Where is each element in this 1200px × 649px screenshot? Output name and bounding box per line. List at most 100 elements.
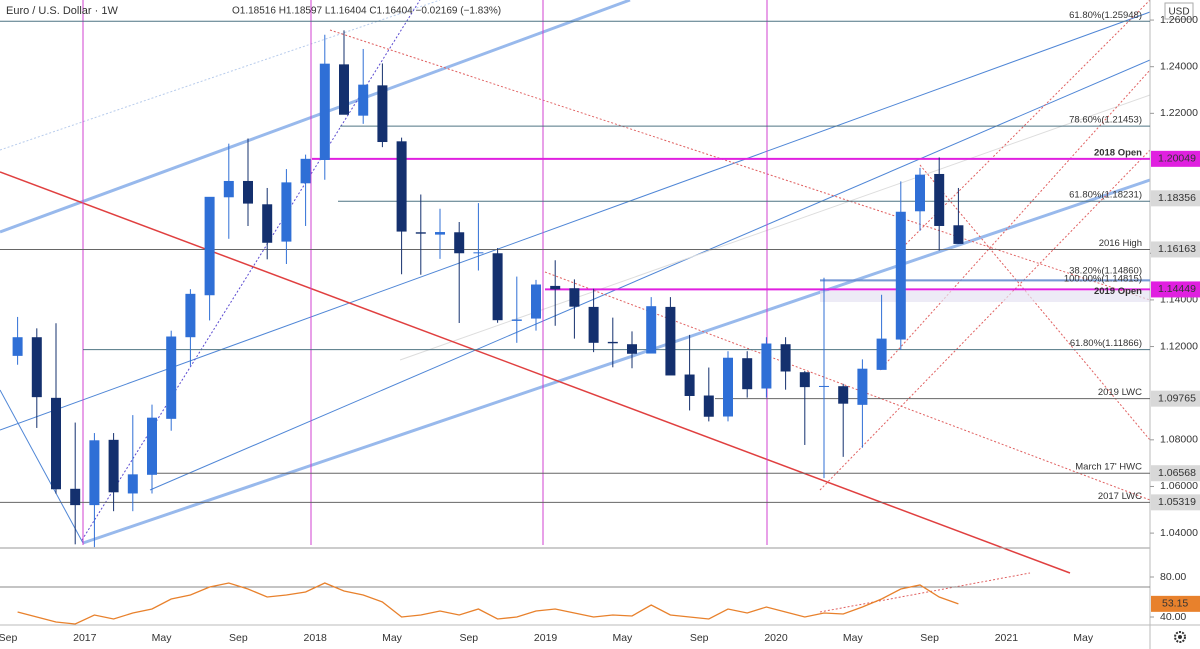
level-label: 2019 LWC	[1098, 387, 1142, 398]
candle-body	[550, 285, 561, 290]
candle-body	[588, 306, 599, 343]
x-tick-label: 2020	[764, 632, 788, 644]
price-box	[1151, 465, 1200, 482]
level-label: 2019 Open	[1094, 286, 1142, 297]
candle-body	[31, 337, 42, 398]
price-box-label: 1.06568	[1158, 467, 1196, 479]
candle-body	[915, 174, 925, 212]
candle-body	[838, 386, 849, 404]
y-tick-label: 1.12000	[1160, 340, 1198, 352]
y-tick-label: 1.08000	[1160, 434, 1198, 446]
currency: USD	[1168, 7, 1189, 18]
candle-body	[761, 343, 772, 389]
level-label: 100.00%(1.14815)	[1064, 273, 1142, 284]
candle-body	[627, 344, 637, 354]
candle-body	[415, 232, 426, 234]
candle-body	[857, 368, 868, 405]
candle-body	[953, 225, 964, 244]
x-tick-label: 2018	[304, 632, 328, 644]
candle-body	[454, 232, 465, 254]
candle-body	[531, 284, 541, 319]
candle-body	[396, 141, 407, 232]
y-tick-label: 1.06000	[1160, 480, 1198, 492]
candle-body	[89, 440, 100, 506]
price-box-label: 1.18356	[1158, 192, 1196, 204]
y-tick-label: 1.04000	[1160, 527, 1198, 539]
candle-body	[511, 319, 522, 321]
rsi-last-box	[1151, 595, 1200, 612]
candle-body	[70, 488, 81, 506]
level-label: 61.80%(1.18231)	[1069, 190, 1142, 201]
rsi-last-label: 53.15	[1162, 598, 1188, 610]
candle-body	[607, 341, 618, 344]
rsi-line	[17, 582, 959, 625]
price-box-label: 1.09765	[1158, 392, 1196, 404]
candle-body	[358, 84, 369, 116]
candle-body	[147, 417, 157, 475]
x-tick-label: 2021	[995, 632, 1019, 644]
candle-body	[51, 397, 61, 490]
trendlines	[0, 0, 1151, 613]
x-tick-label: Sep	[0, 632, 17, 644]
level-label: March 17' HWC	[1075, 462, 1142, 473]
level-label: 2017 LWC	[1098, 491, 1142, 502]
currency-box	[1164, 2, 1194, 20]
candle-body	[569, 288, 580, 307]
x-tick-label: Sep	[459, 632, 478, 644]
x-tick-label: May	[382, 632, 403, 644]
y-tick-label: 1.22000	[1160, 107, 1198, 119]
candle-body	[876, 338, 887, 370]
x-tick-label: Sep	[229, 632, 248, 644]
price-box-label: 1.05319	[1158, 496, 1196, 508]
candle-body	[799, 372, 810, 388]
y-tick-label: 1.26000	[1160, 14, 1198, 26]
candle-body	[185, 293, 196, 338]
candle-body	[262, 204, 273, 243]
price-box-label: 1.20049	[1158, 153, 1196, 165]
candle-body	[492, 253, 503, 321]
level-label: 38.20%(1.14860)	[1069, 265, 1142, 276]
rsi-tick-label: 80.00	[1160, 571, 1186, 583]
price-box	[1151, 281, 1200, 298]
candle-body	[281, 182, 292, 242]
candle-body	[166, 336, 177, 419]
candle-body	[703, 395, 714, 417]
level-label: 61.80%(1.25948)	[1069, 10, 1142, 21]
y-tick-label: 1.24000	[1160, 60, 1198, 72]
price-box	[1151, 241, 1200, 258]
price-box	[1151, 390, 1200, 407]
symbol: Euro / U.S. Dollar · 1W	[6, 5, 118, 17]
candle-body	[780, 344, 791, 372]
candle-body	[223, 180, 234, 198]
candle-body	[684, 374, 695, 396]
settings-icon[interactable]	[1174, 631, 1186, 643]
price-box-label: 1.14449	[1158, 283, 1196, 295]
x-tick-label: May	[843, 632, 864, 644]
x-tick-label: May	[152, 632, 173, 644]
price-box	[1151, 190, 1200, 207]
candle-body	[435, 232, 445, 235]
candle-body	[742, 358, 753, 390]
candle-body	[473, 252, 484, 254]
candle-body	[12, 337, 23, 356]
candle-body	[339, 64, 349, 115]
price-box-label: 1.16163	[1158, 243, 1196, 255]
level-label: 61.80%(1.11866)	[1070, 338, 1142, 349]
candle-body	[319, 63, 330, 160]
candle-body	[665, 306, 676, 376]
candle-body	[108, 439, 119, 493]
x-tick-label: 2017	[73, 632, 97, 644]
candle-body	[204, 196, 215, 296]
rsi-tick-label: 40.00	[1160, 611, 1186, 623]
candle-body	[646, 306, 657, 354]
candle-body	[723, 357, 733, 417]
candle-body	[819, 385, 829, 387]
level-label: 78.60%(1.21453)	[1069, 115, 1142, 126]
level-label: 2016 High	[1099, 238, 1142, 249]
x-tick-label: Sep	[920, 632, 939, 644]
candle-body	[243, 180, 253, 204]
candle-body	[300, 158, 311, 184]
level-label: 2018 Open	[1094, 147, 1142, 158]
x-tick-label: Sep	[690, 632, 709, 644]
